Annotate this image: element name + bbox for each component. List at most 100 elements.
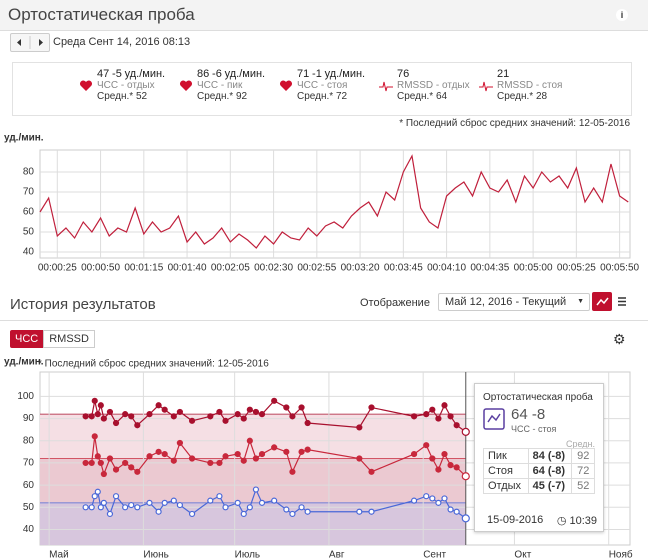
tooltip-row: Пик 84 (-8) 92 xyxy=(483,448,595,464)
row-delta: (-8) xyxy=(547,465,565,477)
data-point xyxy=(304,446,311,453)
data-point xyxy=(188,510,196,518)
x-tick-label: Июль xyxy=(235,550,261,560)
data-point xyxy=(447,506,454,513)
row-number: 84 xyxy=(532,450,545,462)
data-point xyxy=(258,450,266,458)
session-chart: уд./мин. 40 50 60 70 80 00:00:25 00:00:50 00:01:… xyxy=(4,133,640,274)
tabs: ЧСС RMSSD xyxy=(10,330,95,348)
data-point xyxy=(134,422,141,429)
data-point xyxy=(134,468,141,475)
data-point xyxy=(170,413,177,420)
tab-rmssd[interactable]: RMSSD xyxy=(43,330,95,348)
heart-icon xyxy=(79,80,93,91)
display-label: Отображение xyxy=(360,297,430,309)
avg-label: Средн.* xyxy=(497,91,534,102)
range-select[interactable]: Май 12, 2016 - Текущий ▼ xyxy=(438,293,590,311)
stat-line: 71 -1 уд./мин. xyxy=(297,69,365,80)
data-point xyxy=(88,413,95,420)
data-point xyxy=(97,459,104,467)
data-point xyxy=(216,408,223,416)
stat-delta: -1 xyxy=(312,68,322,80)
info-icon[interactable]: i xyxy=(616,9,628,21)
stat-avg: Средн.* 72 xyxy=(297,91,365,102)
data-point xyxy=(155,402,162,409)
data-point xyxy=(410,413,418,420)
data-point xyxy=(128,464,135,471)
data-point xyxy=(155,508,162,515)
y-tick-label: 50 xyxy=(23,227,35,238)
data-point xyxy=(289,413,296,420)
stat-unit: уд./мин. xyxy=(124,68,166,80)
data-point xyxy=(146,453,153,460)
data-point xyxy=(258,411,266,418)
x-tick-label: Сент xyxy=(423,550,446,560)
x-tick-label: 00:02:55 xyxy=(297,263,336,274)
data-point xyxy=(161,450,168,458)
y-axis-label: уд./мин. xyxy=(4,133,44,144)
data-point xyxy=(112,419,120,427)
data-point xyxy=(429,495,436,502)
row-delta: (-8) xyxy=(547,450,565,462)
y-tick-label: 70 xyxy=(23,187,35,198)
data-point xyxy=(258,499,266,506)
settings-icon[interactable]: ⚙ xyxy=(613,331,626,347)
tooltip-value: 64 xyxy=(511,406,528,423)
data-point xyxy=(368,508,375,515)
chart-view-btn[interactable] xyxy=(592,292,612,311)
data-point xyxy=(222,504,229,511)
y-tick-label: 80 xyxy=(23,167,35,178)
x-tick-label: 00:05:25 xyxy=(557,263,596,274)
y-tick-label: 60 xyxy=(23,207,35,218)
y-tick-label: 40 xyxy=(23,524,35,535)
stat-delta: -5 xyxy=(112,68,122,80)
x-tick-label: 00:03:20 xyxy=(341,263,380,274)
data-point xyxy=(298,504,305,511)
data-point xyxy=(207,497,214,504)
stat-item: 86 -6 уд./мин. ЧСС - пик Средн.* 92 xyxy=(179,68,265,102)
list-view-btn[interactable] xyxy=(614,292,630,311)
data-point xyxy=(176,408,183,416)
tooltip-date: 15-09-2016 xyxy=(487,514,544,526)
data-point xyxy=(283,448,290,455)
y-tick-label: 40 xyxy=(23,247,35,258)
tooltip-row: Отдых 45 (-7) 52 xyxy=(483,478,595,494)
tab-hr[interactable]: ЧСС xyxy=(10,330,44,348)
data-point xyxy=(423,411,430,418)
data-point xyxy=(106,408,114,416)
x-tick-label: 00:05:50 xyxy=(600,263,639,274)
date-nav[interactable] xyxy=(10,33,50,52)
data-point xyxy=(94,411,101,418)
tooltip-table: Пик 84 (-8) 92 Стоя 64 (-8) 72 Отдых 45 (-7) 52 xyxy=(483,448,595,494)
data-point xyxy=(112,466,120,473)
avg-label: Средн.* xyxy=(397,91,434,102)
data-point xyxy=(112,493,120,500)
data-point xyxy=(122,411,129,418)
header: Ортостатическая проба i xyxy=(0,0,648,31)
avg-value: 28 xyxy=(535,91,548,102)
row-value: 45 (-7) xyxy=(527,478,573,494)
stat-icon xyxy=(279,80,293,91)
data-point xyxy=(304,419,311,427)
x-tick-label: 00:01:40 xyxy=(168,263,207,274)
stat-avg: Средн.* 28 xyxy=(497,91,562,102)
data-point xyxy=(429,406,436,413)
stat-label: ЧСС - стоя xyxy=(297,80,348,91)
stat-value: 47 xyxy=(97,68,110,80)
data-point xyxy=(82,504,89,511)
row-name: Пик xyxy=(483,448,529,464)
range-text: Май 12, 2016 - Текущий xyxy=(445,296,567,308)
avg-value: 72 xyxy=(335,91,348,102)
data-point xyxy=(161,499,168,506)
stat-value: 86 xyxy=(197,68,210,80)
data-point xyxy=(216,493,223,500)
x-tick-label: 00:02:30 xyxy=(254,263,293,274)
data-point xyxy=(100,470,107,478)
row-value: 64 (-8) xyxy=(527,463,573,479)
data-point xyxy=(304,508,311,515)
data-point xyxy=(234,411,241,418)
tooltip-time-text: 10:39 xyxy=(569,515,597,527)
x-tick-label: 00:03:45 xyxy=(384,263,423,274)
data-line xyxy=(85,487,467,519)
